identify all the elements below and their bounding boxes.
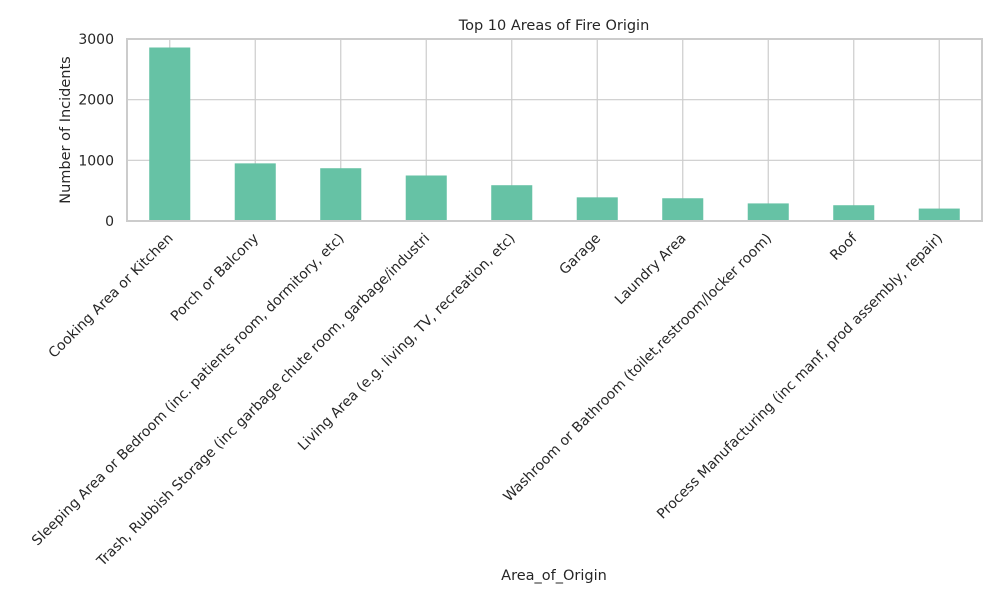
plot-frame [126,38,983,222]
bar [833,205,875,221]
bar [747,203,789,221]
bar [491,185,533,221]
bar [234,163,276,221]
y-tick-label: 0 [105,214,114,230]
y-axis-label: Number of Incidents [58,56,74,203]
bar [576,197,618,221]
bar [149,47,191,221]
bar [320,168,362,221]
y-tick-labels: 0 1000 2000 3000 [78,32,114,230]
chart-title: Top 10 Areas of Fire Origin [458,18,650,34]
y-tick-label: 3000 [78,32,114,48]
bar [662,198,704,221]
bar [405,175,447,221]
plot-border [126,38,983,222]
x-axis-label: Area_of_Origin [501,568,607,584]
bar [918,208,960,221]
y-tick-label: 1000 [78,153,114,169]
bars [149,47,960,221]
y-tick-label: 2000 [78,93,114,109]
